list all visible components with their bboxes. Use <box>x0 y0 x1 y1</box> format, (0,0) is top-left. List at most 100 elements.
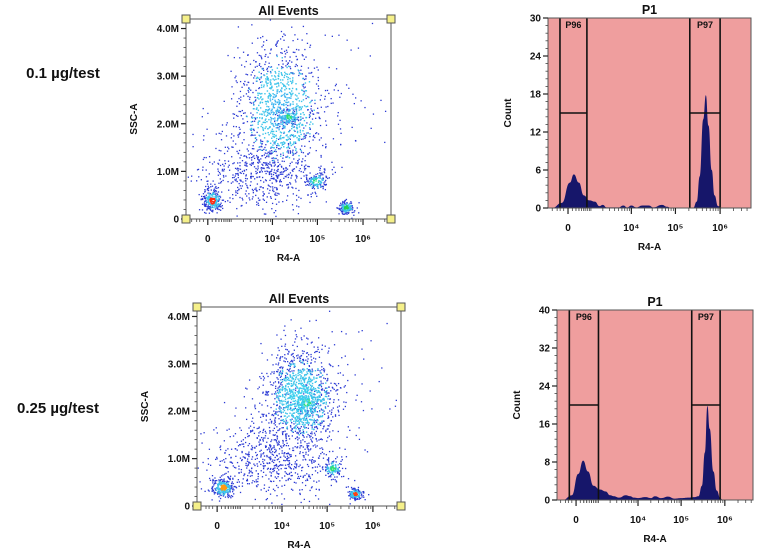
event-dot <box>276 92 278 95</box>
event-dot <box>286 455 289 457</box>
event-dot <box>266 111 269 114</box>
event-dot <box>288 465 290 468</box>
event-dot <box>204 189 206 191</box>
event-dot <box>270 170 273 172</box>
event-dot <box>301 361 304 363</box>
event-dot <box>334 468 337 470</box>
event-dot <box>273 403 275 405</box>
x-tick-label: 10⁵ <box>309 234 325 245</box>
event-dot <box>303 105 306 107</box>
event-dot <box>312 176 315 179</box>
event-dot <box>302 475 305 477</box>
event-dot <box>334 470 336 473</box>
event-dot <box>328 471 331 473</box>
event-dot <box>285 434 287 436</box>
event-dot <box>263 167 265 169</box>
event-dot <box>273 157 276 160</box>
event-dot <box>270 475 272 477</box>
event-dot <box>289 379 291 382</box>
event-dot <box>263 487 265 490</box>
event-dot <box>354 496 356 499</box>
event-dot <box>282 388 284 391</box>
event-dot <box>308 434 311 437</box>
event-dot <box>284 390 286 392</box>
event-dot <box>233 135 235 137</box>
event-dot <box>264 93 266 95</box>
event-dot <box>292 449 294 452</box>
event-dot <box>202 195 205 198</box>
event-dot <box>292 384 294 387</box>
plot-title: All Events <box>258 4 318 18</box>
event-dot <box>274 467 276 469</box>
plot-title: P1 <box>642 3 657 17</box>
event-dot <box>300 426 303 428</box>
event-dot <box>284 361 286 363</box>
event-dot <box>235 143 237 145</box>
event-dot <box>305 388 307 391</box>
event-dot <box>307 413 310 415</box>
event-dot <box>306 412 309 414</box>
event-dot <box>261 46 263 48</box>
event-dot <box>242 478 244 480</box>
event-dot <box>259 142 262 144</box>
event-dot <box>319 176 321 178</box>
event-dot <box>326 428 328 430</box>
event-dot <box>296 124 298 127</box>
event-dot <box>286 156 289 158</box>
event-dot <box>281 48 283 50</box>
event-dot <box>257 480 259 483</box>
gate-handle <box>181 214 191 224</box>
event-dot <box>275 396 278 399</box>
event-dot <box>246 479 248 482</box>
event-dot <box>302 377 304 379</box>
event-dot <box>275 400 278 403</box>
event-dot <box>254 66 257 68</box>
event-dot <box>354 139 357 142</box>
event-dot <box>255 61 257 63</box>
event-dot <box>317 369 319 371</box>
event-dot <box>304 181 306 183</box>
event-dot <box>267 131 269 134</box>
event-dot <box>206 208 208 210</box>
event-dot <box>338 472 341 475</box>
event-dot <box>273 178 275 180</box>
event-dot <box>252 102 255 104</box>
event-dot <box>316 112 318 114</box>
event-dot <box>339 144 342 146</box>
event-dot <box>220 206 222 208</box>
event-dot <box>274 424 277 426</box>
event-dot <box>236 167 239 169</box>
event-dot <box>227 146 229 148</box>
event-dot <box>285 101 287 104</box>
event-dot <box>209 196 211 198</box>
event-dot <box>232 487 234 489</box>
event-dot <box>369 55 371 57</box>
event-dot <box>294 426 297 428</box>
y-tick-label: 1.0M <box>157 167 179 178</box>
event-dot <box>290 390 293 392</box>
event-dot <box>319 396 321 398</box>
event-dot <box>292 489 294 491</box>
event-dot <box>322 448 324 451</box>
event-dot <box>345 211 347 213</box>
event-dot <box>282 171 284 173</box>
event-dot <box>356 394 358 396</box>
event-dot <box>288 121 290 123</box>
event-dot <box>311 379 314 381</box>
event-dot <box>213 484 215 486</box>
event-dot <box>270 146 273 148</box>
event-dot <box>265 53 267 56</box>
event-dot <box>351 488 353 490</box>
event-dot <box>292 352 294 355</box>
event-dot <box>215 202 218 204</box>
event-dot <box>259 416 262 418</box>
event-dot <box>279 108 282 110</box>
event-dot <box>299 475 302 477</box>
event-dot <box>319 383 321 386</box>
event-dot <box>204 191 206 193</box>
event-dot <box>284 325 286 327</box>
event-dot <box>192 133 194 136</box>
event-dot <box>255 470 257 472</box>
event-dot <box>322 457 325 459</box>
event-dot <box>280 51 282 54</box>
